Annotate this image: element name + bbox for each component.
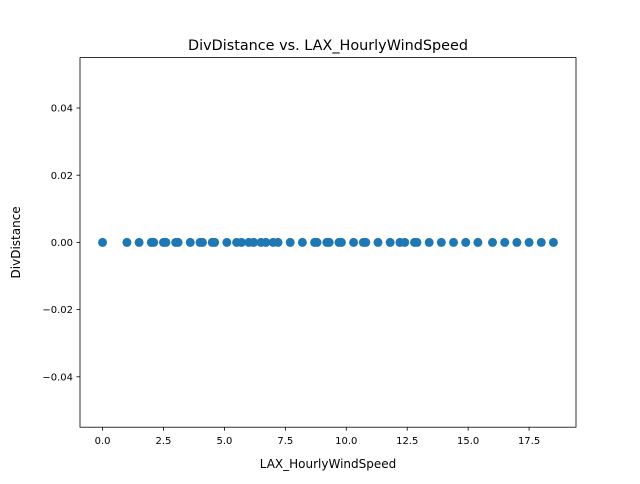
x-axis-ticks: 0.0 2.5 5.0 7.5 10.0 12.5 15.0 17.5 (95, 427, 540, 447)
data-point (161, 237, 171, 247)
x-tick-label: 5.0 (216, 436, 232, 447)
chart-title: DivDistance vs. LAX_HourlyWindSpeed (188, 38, 468, 54)
data-point (134, 237, 144, 247)
data-point (461, 237, 471, 247)
data-point (336, 237, 346, 247)
data-point (512, 237, 522, 247)
data-point (400, 237, 410, 247)
data-point (449, 237, 459, 247)
data-point (222, 237, 232, 247)
y-axis-label: DivDistance (9, 206, 23, 278)
y-tick-label: 0.04 (51, 104, 73, 115)
data-point (385, 237, 395, 247)
x-tick-label: 12.5 (396, 436, 418, 447)
points-layer (98, 237, 558, 247)
y-axis-ticks: −0.04 −0.02 0.00 0.02 0.04 (42, 104, 80, 383)
data-point (249, 237, 259, 247)
x-axis-label: LAX_HourlyWindSpeed (260, 457, 397, 471)
data-point (412, 237, 422, 247)
data-point (500, 237, 510, 247)
data-point (236, 237, 246, 247)
data-point (285, 237, 295, 247)
data-point (349, 237, 359, 247)
data-point (149, 237, 159, 247)
x-tick-label: 2.5 (156, 436, 172, 447)
data-point (197, 237, 207, 247)
data-point (524, 237, 534, 247)
data-point (548, 237, 558, 247)
y-tick-label: 0.02 (51, 171, 73, 182)
x-tick-label: 0.0 (95, 436, 111, 447)
data-point (210, 237, 220, 247)
x-tick-label: 7.5 (277, 436, 293, 447)
data-point (297, 237, 307, 247)
data-point (185, 237, 195, 247)
data-point (373, 237, 383, 247)
y-tick-label: 0.00 (51, 238, 73, 249)
x-tick-label: 17.5 (518, 436, 540, 447)
data-point (324, 237, 334, 247)
data-point (122, 237, 132, 247)
y-tick-label: −0.02 (42, 305, 73, 316)
data-point (361, 237, 371, 247)
data-point (536, 237, 546, 247)
y-tick-label: −0.04 (42, 372, 73, 383)
data-point (312, 237, 322, 247)
data-point (98, 237, 108, 247)
data-point (273, 237, 283, 247)
x-tick-label: 15.0 (457, 436, 479, 447)
data-point (436, 237, 446, 247)
data-point (473, 237, 483, 247)
data-point (173, 237, 183, 247)
x-tick-label: 10.0 (335, 436, 357, 447)
data-point (261, 237, 271, 247)
data-point (424, 237, 434, 247)
data-point (488, 237, 498, 247)
